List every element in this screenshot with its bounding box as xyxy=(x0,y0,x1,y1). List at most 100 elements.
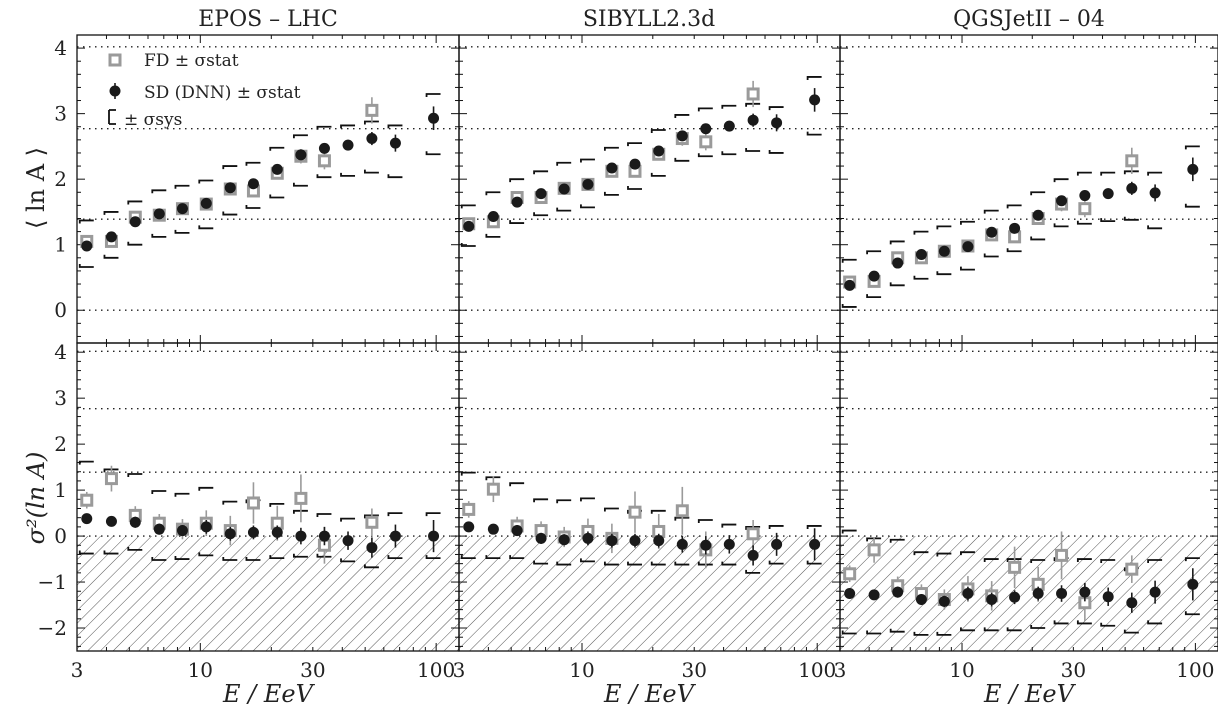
fd-point xyxy=(365,103,379,117)
sd-point xyxy=(606,162,618,174)
fd-point xyxy=(843,567,857,581)
panel-4: −2 −1 0 1 2 3 4 3 10 30 100 xyxy=(38,340,460,682)
y-tick-label: −2 xyxy=(38,616,67,640)
sd-point xyxy=(153,208,165,220)
sd-point xyxy=(176,203,188,215)
panel-6: 3 10 30 100 xyxy=(834,342,1218,682)
sys-bracket xyxy=(509,482,525,560)
sys-bracket xyxy=(533,498,549,565)
sd-point xyxy=(809,538,821,550)
sys-bracket xyxy=(387,512,403,560)
y-tick-label: 0 xyxy=(54,298,67,322)
sd-point xyxy=(747,114,759,126)
sys-bracket xyxy=(151,189,167,238)
sd-point xyxy=(463,220,475,232)
sd-point xyxy=(844,588,856,600)
sd-point xyxy=(389,137,401,149)
sd-point xyxy=(1009,222,1021,234)
sd-point xyxy=(1187,163,1199,175)
sys-bracket xyxy=(127,200,143,246)
sys-bracket xyxy=(1006,204,1022,253)
y-tick-label: 4 xyxy=(54,36,67,60)
sd-point xyxy=(247,178,259,190)
sys-bracket xyxy=(721,104,737,156)
x-tick-label: 100 xyxy=(417,658,455,682)
y-axis-label-variance: σ²(ln A) xyxy=(22,452,50,545)
sd-point xyxy=(535,188,547,200)
sys-bracket xyxy=(363,514,379,569)
sd-point xyxy=(224,182,236,194)
sd-point xyxy=(962,588,974,600)
sd-point xyxy=(105,231,117,243)
unphysical-region-hatch xyxy=(459,536,840,651)
sd-point xyxy=(700,539,712,551)
sd-point xyxy=(606,535,618,547)
sd-point xyxy=(892,586,904,598)
sys-bracket xyxy=(866,537,882,635)
sys-bracket xyxy=(936,552,952,636)
sys-bracket xyxy=(425,93,441,156)
sd-point xyxy=(986,226,998,238)
y-tick-label: 3 xyxy=(54,102,67,126)
sd-point xyxy=(81,513,93,525)
fd-point xyxy=(746,87,760,101)
panel-frame xyxy=(839,342,1218,652)
sd-point xyxy=(868,589,880,601)
sys-bracket xyxy=(960,551,975,632)
sys-bracket xyxy=(485,191,501,238)
y-tick-label: 0 xyxy=(54,524,67,548)
sys-bracket xyxy=(245,161,261,209)
sys-bracket xyxy=(721,523,737,566)
sd-point xyxy=(271,163,283,175)
sys-bracket xyxy=(460,471,476,560)
sys-bracket xyxy=(1030,191,1046,241)
sys-bracket xyxy=(127,473,143,551)
panel-title-sibyll: SIBYLL2.3d xyxy=(583,7,715,32)
sd-point xyxy=(463,521,475,533)
sys-bracket xyxy=(841,529,857,635)
sd-point xyxy=(295,530,307,542)
x-tick-label: 10 xyxy=(949,658,974,682)
sys-bracket xyxy=(269,502,285,560)
y-tick-label: −1 xyxy=(38,570,67,594)
sd-point xyxy=(428,112,440,124)
sys-bracket xyxy=(983,209,999,258)
fd-point xyxy=(294,491,308,505)
sd-point xyxy=(915,594,927,606)
sd-point xyxy=(1102,591,1114,603)
sys-bracket xyxy=(316,513,332,558)
y-axis-label-mean: ⟨ ln A ⟩ xyxy=(22,147,50,229)
sd-point xyxy=(653,145,665,157)
x-tick-label: 3 xyxy=(71,658,84,682)
sd-point xyxy=(629,158,641,170)
sys-bracket xyxy=(363,120,379,174)
sd-point xyxy=(892,257,904,269)
sys-bracket xyxy=(78,219,94,268)
sys-bracket xyxy=(556,499,572,566)
sd-point xyxy=(868,270,880,282)
sd-point xyxy=(582,178,594,190)
x-tick-label: 100 xyxy=(1176,658,1214,682)
sd-point xyxy=(271,526,283,538)
sys-bracket xyxy=(340,517,356,563)
sys-bracket xyxy=(292,134,308,187)
sys-bracket xyxy=(674,516,690,566)
x-tick-label: 10 xyxy=(569,658,594,682)
sys-bracket xyxy=(174,184,190,234)
sd-point xyxy=(428,530,440,542)
sd-point xyxy=(558,183,570,195)
sd-point xyxy=(295,149,307,161)
panel-title-qgsjet: QGSJetII – 04 xyxy=(953,7,1105,32)
sys-bracket xyxy=(460,204,476,247)
y-tick-label: 1 xyxy=(54,233,67,257)
sys-bracket xyxy=(889,240,905,287)
legend-fd-label: FD ± σstat xyxy=(144,51,239,71)
sys-bracket xyxy=(768,525,784,565)
y-tick-label: 1 xyxy=(54,478,67,502)
sd-point xyxy=(915,249,927,261)
sys-bracket xyxy=(292,509,308,558)
fd-point xyxy=(628,505,642,519)
sys-bracket xyxy=(103,211,119,259)
y-tick-label: 2 xyxy=(54,432,67,456)
